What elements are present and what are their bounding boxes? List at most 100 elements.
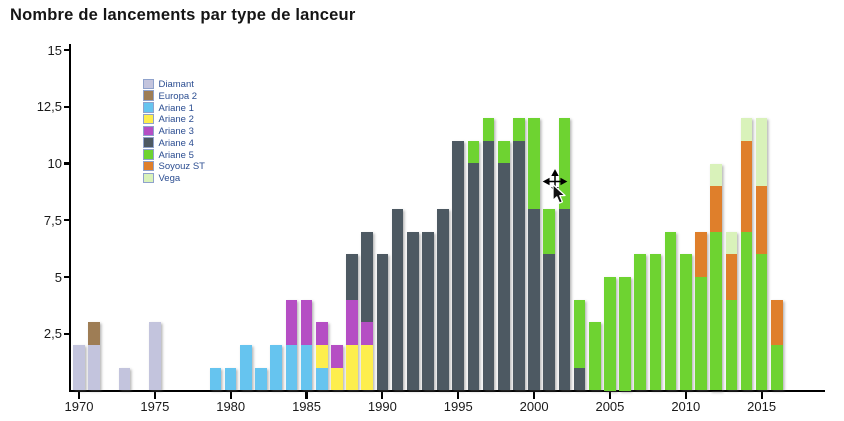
bar-segment-1981-ariane-1[interactable] [240,345,252,391]
bar-2009[interactable] [664,231,677,391]
legend-item-ariane-5[interactable]: Ariane 5 [143,149,233,161]
bar-segment-1997-ariane-5[interactable] [482,118,495,141]
bar-1982[interactable] [255,367,267,391]
bar-1997[interactable] [482,118,495,391]
bar-segment-1988-ariane-2[interactable] [346,345,358,391]
bar-2008[interactable] [649,254,662,391]
bar-segment-2014-vega[interactable] [740,118,753,141]
bar-1996[interactable] [467,140,480,391]
legend-item-ariane-4[interactable]: Ariane 4 [143,137,233,149]
bar-segment-1995-ariane-4[interactable] [452,140,465,391]
bar-segment-2011-soyouz-st[interactable] [695,231,707,277]
bar-segment-1993-ariane-4[interactable] [422,231,434,391]
bar-segment-2003-ariane-5[interactable] [573,299,586,368]
bar-segment-1989-ariane-3[interactable] [361,322,374,346]
bar-2005[interactable] [604,277,616,391]
legend-item-ariane-1[interactable]: Ariane 1 [143,102,233,114]
bar-segment-1971-europa-2[interactable] [88,322,100,346]
bar-2004[interactable] [588,322,601,391]
bar-1984[interactable] [285,299,298,391]
bar-segment-1980-ariane-1[interactable] [224,367,237,391]
bar-segment-1994-ariane-4[interactable] [437,208,449,391]
bar-segment-2015-vega[interactable] [755,118,768,187]
bar-segment-1979-ariane-1[interactable] [209,367,222,391]
bar-1980[interactable] [224,367,237,391]
bar-segment-2005-ariane-5[interactable] [604,277,616,391]
bar-segment-2003-ariane-4[interactable] [573,367,586,391]
bar-1995[interactable] [452,140,465,391]
bar-segment-1987-ariane-3[interactable] [331,345,343,368]
bar-segment-2009-ariane-5[interactable] [664,231,677,391]
bar-segment-2011-ariane-5[interactable] [695,276,707,391]
bar-segment-2012-soyouz-st[interactable] [710,186,722,232]
bar-segment-1996-ariane-4[interactable] [467,163,480,391]
bar-1993[interactable] [422,231,434,391]
bar-2010[interactable] [680,254,692,391]
bar-2011[interactable] [695,231,707,391]
bar-segment-1985-ariane-1[interactable] [300,345,313,391]
bar-segment-2001-ariane-4[interactable] [543,254,556,391]
bar-1975[interactable] [149,322,161,391]
bar-segment-1998-ariane-5[interactable] [497,140,510,164]
bar-1970[interactable] [73,345,85,391]
bar-segment-2007-ariane-5[interactable] [634,254,647,391]
bar-segment-2001-ariane-5[interactable] [543,208,556,255]
bar-1991[interactable] [391,208,404,391]
bar-segment-1997-ariane-4[interactable] [482,140,495,391]
bar-segment-2016-ariane-5[interactable] [771,345,783,391]
bar-segment-1973-diamant[interactable] [118,367,131,391]
bar-segment-2006-ariane-5[interactable] [619,277,631,391]
bar-segment-1999-ariane-5[interactable] [513,118,525,141]
legend-item-soyouz-st[interactable]: Soyouz ST [143,160,233,173]
bar-segment-1984-ariane-1[interactable] [285,345,298,391]
bar-segment-1985-ariane-3[interactable] [300,299,313,346]
bar-1986[interactable] [315,322,328,391]
legend-item-ariane-3[interactable]: Ariane 3 [143,125,233,138]
bar-1999[interactable] [513,118,525,391]
bar-segment-2012-ariane-5[interactable] [710,231,722,391]
bar-segment-1996-ariane-5[interactable] [467,140,480,164]
bar-segment-1999-ariane-4[interactable] [513,140,525,391]
bar-1998[interactable] [497,140,510,391]
bar-1988[interactable] [346,254,358,391]
bar-2006[interactable] [619,277,631,391]
bar-segment-2016-soyouz-st[interactable] [771,299,783,346]
bar-segment-1992-ariane-4[interactable] [406,231,419,391]
bar-segment-2015-ariane-5[interactable] [755,254,768,391]
bar-2002[interactable] [558,118,571,391]
bar-segment-2013-soyouz-st[interactable] [725,254,738,300]
bar-segment-2004-ariane-5[interactable] [588,322,601,391]
bar-segment-1989-ariane-4[interactable] [361,231,374,323]
bar-segment-2008-ariane-5[interactable] [649,254,662,391]
bar-1989[interactable] [361,231,374,391]
bar-segment-2013-ariane-5[interactable] [725,299,738,391]
bar-segment-1983-ariane-1[interactable] [270,345,282,391]
bar-segment-2012-vega[interactable] [710,163,722,187]
bar-1992[interactable] [406,231,419,391]
bar-segment-1989-ariane-2[interactable] [361,345,374,391]
bar-2007[interactable] [634,254,647,391]
bar-segment-2014-ariane-5[interactable] [740,231,753,391]
bar-2012[interactable] [710,163,722,391]
bar-2003[interactable] [573,299,586,391]
bar-1971[interactable] [88,322,100,391]
legend-item-diamant[interactable]: Diamant [143,78,233,91]
bar-segment-1988-ariane-3[interactable] [346,299,358,346]
bar-1994[interactable] [437,208,449,391]
bar-segment-2014-soyouz-st[interactable] [740,140,753,232]
bar-segment-2010-ariane-5[interactable] [680,254,692,391]
bar-segment-1982-ariane-1[interactable] [255,367,267,391]
bar-segment-1986-ariane-2[interactable] [315,345,328,368]
bar-segment-2000-ariane-5[interactable] [528,118,540,209]
bar-2015[interactable] [755,118,768,391]
bar-segment-1987-ariane-2[interactable] [331,367,343,391]
legend-item-ariane-2[interactable]: Ariane 2 [143,113,233,126]
bar-segment-1986-ariane-1[interactable] [315,367,328,391]
bar-segment-1970-diamant[interactable] [73,345,85,391]
bar-2000[interactable] [528,118,540,391]
bar-segment-2015-soyouz-st[interactable] [755,186,768,255]
bar-1981[interactable] [240,345,252,391]
legend-item-europa-2[interactable]: Europa 2 [143,90,233,102]
bar-segment-1975-diamant[interactable] [149,322,161,391]
bar-1973[interactable] [118,367,131,391]
